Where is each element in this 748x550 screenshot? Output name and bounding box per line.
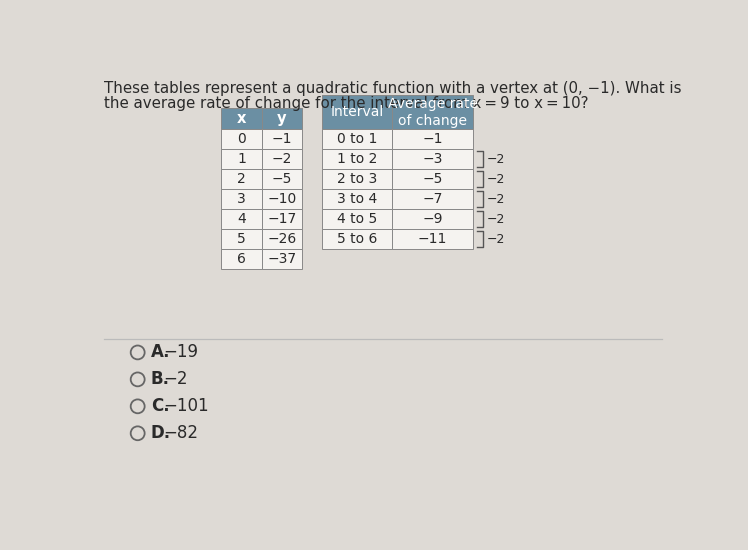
Bar <box>221 209 262 229</box>
Text: −2: −2 <box>486 233 505 246</box>
Text: x: x <box>237 111 246 126</box>
Bar <box>221 249 262 270</box>
Bar <box>392 169 473 189</box>
Text: 2 to 3: 2 to 3 <box>337 172 377 186</box>
Text: −2: −2 <box>163 370 188 388</box>
Text: Average rate
of change: Average rate of change <box>387 97 477 128</box>
Bar <box>392 189 473 209</box>
Text: −2: −2 <box>486 173 505 186</box>
Text: −11: −11 <box>418 232 447 246</box>
Text: A.: A. <box>151 343 171 361</box>
Bar <box>322 129 392 149</box>
Bar <box>392 95 473 129</box>
Bar <box>392 229 473 249</box>
Bar <box>262 169 302 189</box>
Text: y: y <box>277 111 286 126</box>
Text: −1: −1 <box>423 132 443 146</box>
Bar <box>262 108 302 129</box>
Bar <box>322 209 392 229</box>
Bar <box>221 108 262 129</box>
Text: −2: −2 <box>486 192 505 206</box>
Bar <box>322 189 392 209</box>
Text: −3: −3 <box>423 152 443 166</box>
Text: −17: −17 <box>267 212 296 226</box>
Bar <box>262 249 302 270</box>
Text: 4: 4 <box>237 212 246 226</box>
Bar <box>392 149 473 169</box>
Bar <box>322 229 392 249</box>
Text: the average rate of change for the interval from x = 9 to x = 10?: the average rate of change for the inter… <box>105 96 589 111</box>
Bar <box>322 149 392 169</box>
Bar <box>392 129 473 149</box>
Text: −5: −5 <box>423 172 443 186</box>
Text: −5: −5 <box>272 172 292 186</box>
Text: These tables represent a quadratic function with a vertex at (0, −1). What is: These tables represent a quadratic funct… <box>105 81 682 96</box>
Text: 2: 2 <box>237 172 246 186</box>
Text: C.: C. <box>151 397 170 415</box>
Bar <box>221 149 262 169</box>
Bar <box>221 169 262 189</box>
Text: −37: −37 <box>267 252 296 266</box>
Text: −19: −19 <box>163 343 198 361</box>
Text: 1: 1 <box>237 152 246 166</box>
Bar <box>262 189 302 209</box>
Text: 3: 3 <box>237 192 246 206</box>
Text: Interval: Interval <box>331 105 384 119</box>
Bar <box>322 169 392 189</box>
Text: 6: 6 <box>237 252 246 266</box>
Text: −9: −9 <box>423 212 443 226</box>
Bar <box>322 95 392 129</box>
Text: −82: −82 <box>163 424 198 442</box>
Text: 0 to 1: 0 to 1 <box>337 132 377 146</box>
Text: 5: 5 <box>237 232 246 246</box>
Text: B.: B. <box>151 370 170 388</box>
Text: 4 to 5: 4 to 5 <box>337 212 377 226</box>
Text: −2: −2 <box>272 152 292 166</box>
Bar <box>262 129 302 149</box>
Text: −2: −2 <box>486 153 505 166</box>
Text: −1: −1 <box>272 132 292 146</box>
Bar <box>221 189 262 209</box>
Text: −101: −101 <box>163 397 209 415</box>
Text: −7: −7 <box>423 192 443 206</box>
Text: 0: 0 <box>237 132 246 146</box>
Text: D.: D. <box>151 424 171 442</box>
Text: −10: −10 <box>267 192 296 206</box>
Text: 1 to 2: 1 to 2 <box>337 152 377 166</box>
Bar <box>262 209 302 229</box>
Bar <box>392 209 473 229</box>
Text: 5 to 6: 5 to 6 <box>337 232 377 246</box>
Bar <box>221 129 262 149</box>
Bar <box>262 149 302 169</box>
Text: 3 to 4: 3 to 4 <box>337 192 377 206</box>
Text: −2: −2 <box>486 213 505 225</box>
Bar <box>221 229 262 249</box>
Bar <box>262 229 302 249</box>
Text: −26: −26 <box>267 232 296 246</box>
